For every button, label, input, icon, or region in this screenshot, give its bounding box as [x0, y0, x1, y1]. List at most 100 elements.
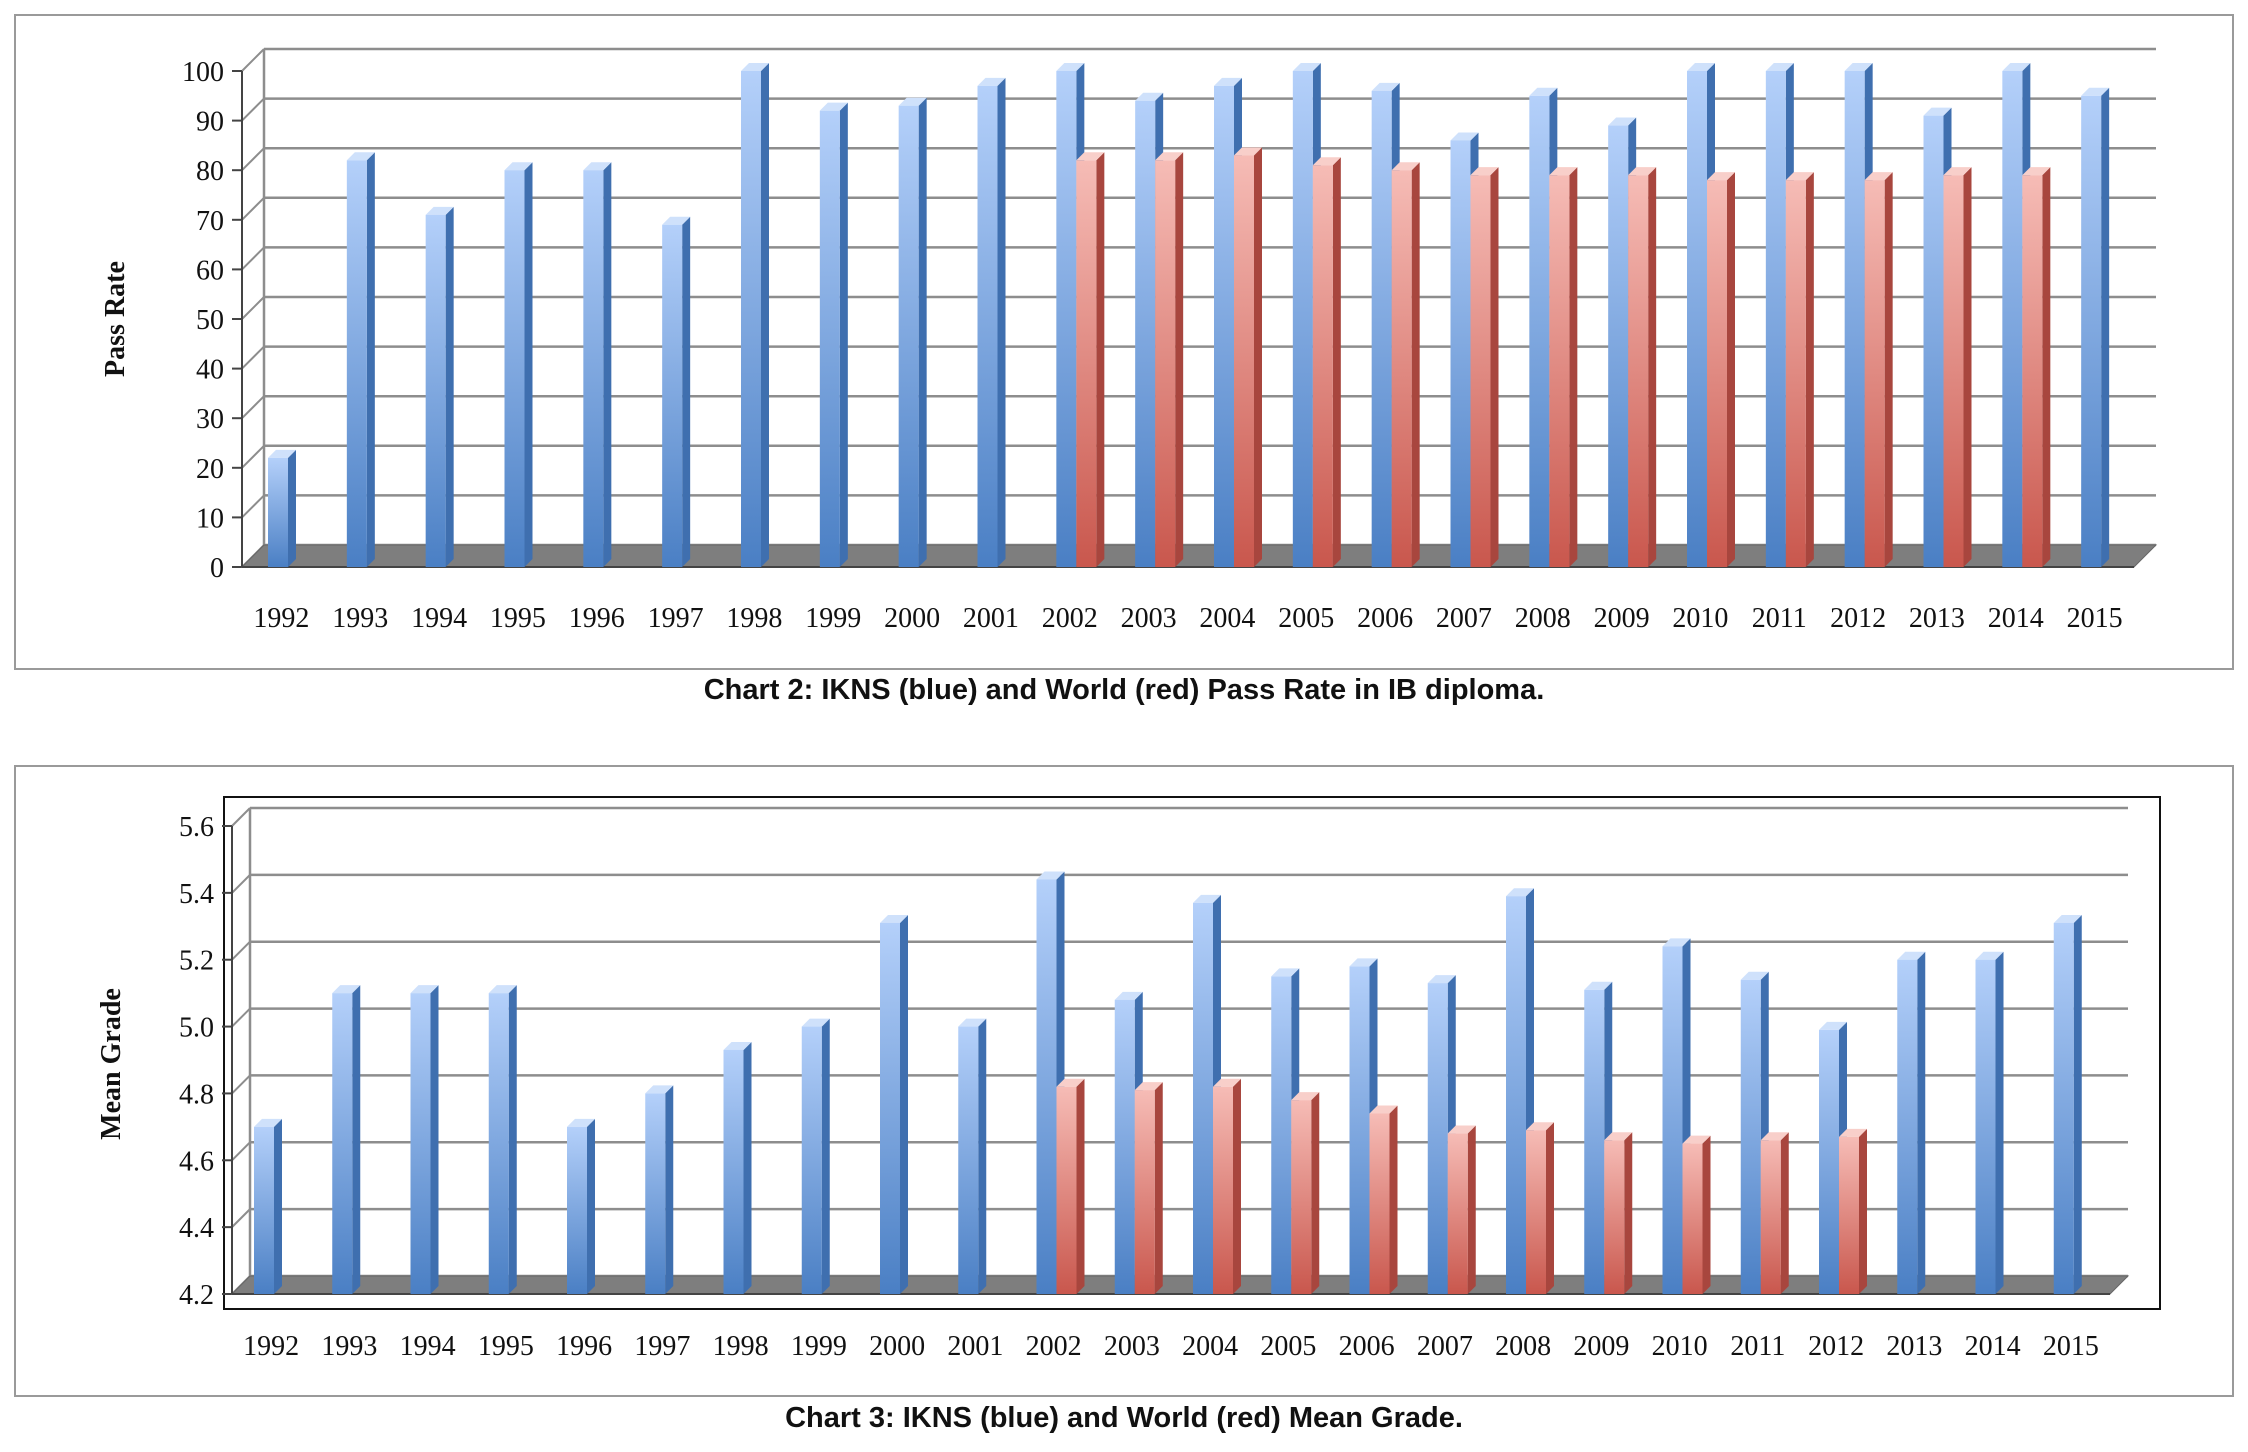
world-bar-side [1389, 1105, 1398, 1294]
x-tick-label: 1998 [713, 1331, 769, 1362]
x-tick-label: 2013 [1886, 1331, 1942, 1362]
y-tick-label: 4.4 [179, 1213, 214, 1244]
x-tick-label: 2015 [2043, 1331, 2099, 1362]
world-bar-front [1213, 1086, 1233, 1294]
ikns-bar-front [1819, 1029, 1839, 1294]
world-bar-2010 [1682, 1135, 1711, 1294]
ikns-bar-top [1529, 87, 1558, 96]
world-bar-front [1785, 180, 1806, 567]
mean-grade-chart-frame: 4.2 4.4 4.6 4.8 5.0 5.2 5.4 5.6 1992 1993 1994 1995… [14, 765, 2234, 1397]
gridline-connector [241, 48, 265, 72]
ikns-bar-front [1056, 71, 1077, 567]
world-bar-top [1076, 152, 1105, 161]
gridline-connector [241, 147, 265, 171]
ikns-bar-top [2002, 63, 2031, 71]
ikns-bar-top [254, 1118, 282, 1127]
ikns-bar-front [1214, 85, 1234, 567]
y-tick-label: 70 [196, 206, 224, 237]
plot-area-border [223, 796, 2161, 1310]
ikns-bar-side [587, 1118, 595, 1294]
world-bar-top [1155, 152, 1184, 161]
ikns-bar-side [997, 77, 1006, 567]
y-tick-label: 4.2 [179, 1280, 214, 1311]
x-tick-label: 2002 [1026, 1331, 1082, 1362]
world-bar-side [1859, 1128, 1867, 1294]
world-bar-2012 [1839, 1128, 1867, 1294]
world-bar-side [1154, 1082, 1163, 1294]
ikns-bar-top [1687, 63, 1715, 71]
world-bar-front [1134, 1090, 1155, 1294]
ikns-bar-top [1584, 981, 1613, 990]
ikns-bar-front [1584, 989, 1605, 1294]
world-bar-top [1213, 1078, 1241, 1087]
ikns-bar-top [645, 1085, 674, 1094]
ikns-bar-side [508, 985, 517, 1294]
ikns-bar-side [1917, 951, 1926, 1294]
ikns-bar-side [2073, 914, 2082, 1294]
ikns-bar-top [1135, 92, 1164, 101]
ikns-bar-front [1193, 902, 1213, 1294]
gridline-connector [241, 246, 265, 271]
ikns-bar-side [603, 162, 612, 567]
world-bar-top [1056, 1078, 1085, 1087]
x-tick-label: 2005 [1278, 603, 1334, 634]
y-tick-label: 5.4 [179, 879, 214, 910]
world-bar-side [1624, 1132, 1633, 1294]
ikns-bar-front [1135, 100, 1156, 567]
ikns-bar-top [1844, 63, 1873, 71]
world-bar-2007 [1447, 1125, 1476, 1294]
ikns-bar-top [268, 449, 296, 458]
world-bar-side [1963, 167, 1972, 567]
ikns-bar-front [1740, 979, 1761, 1294]
y-tick-label: 60 [196, 255, 224, 286]
ikns-bar-front [2053, 922, 2074, 1294]
world-bar-top [1369, 1105, 1398, 1114]
ikns-bar-front [1529, 95, 1550, 568]
gridline-connector [231, 874, 251, 894]
ikns-bar-1995 [488, 985, 517, 1294]
world-bar-front [1291, 1100, 1312, 1294]
ikns-bar-1999 [819, 102, 848, 568]
x-tick-label: 2006 [1357, 603, 1413, 634]
ikns-bar-top [977, 77, 1006, 86]
ikns-bar-side [743, 1041, 752, 1294]
ikns-bar-top [1292, 63, 1321, 71]
ikns-bar-1992 [268, 449, 296, 567]
world-bar-front [1549, 175, 1570, 567]
ikns-bar-top [1427, 975, 1456, 984]
ikns-bar-front [1687, 71, 1707, 567]
pass-rate-chart-frame: 0 10 20 30 40 50 60 70 80 90 100 1992 1993 1994 1995 19… [14, 14, 2234, 670]
world-bar-side [1780, 1132, 1789, 1294]
world-bar-front [1312, 165, 1333, 568]
ikns-bar-2000 [880, 914, 908, 1294]
gridline-connector [231, 807, 251, 827]
ikns-bar-1992 [254, 1118, 282, 1294]
ikns-bar-front [2002, 71, 2023, 567]
world-bar-top [1549, 167, 1578, 176]
x-tick-label: 1996 [569, 603, 625, 634]
y-tick-label: 100 [182, 57, 224, 88]
ikns-bar-top [1193, 894, 1221, 903]
ikns-bar-front [332, 993, 353, 1294]
x-tick-label: 2008 [1495, 1331, 1551, 1362]
world-bar-side [1411, 162, 1420, 567]
ikns-bar-top [1897, 951, 1926, 960]
ikns-bar-front [1897, 959, 1918, 1294]
ikns-bar-side [274, 1118, 282, 1294]
gridline-connector [241, 494, 265, 519]
ikns-bar-top [898, 97, 927, 106]
x-tick-label: 2007 [1436, 603, 1492, 634]
ikns-bar-top [504, 162, 533, 171]
world-bar-top [1447, 1125, 1476, 1134]
ikns-bar-front [410, 993, 431, 1294]
world-bar-top [1312, 157, 1341, 166]
ikns-bar-top [410, 985, 439, 994]
x-tick-label: 2011 [1752, 603, 1807, 634]
world-bar-side [1332, 157, 1341, 568]
x-tick-label: 2000 [884, 603, 940, 634]
ikns-bar-front [1349, 966, 1370, 1294]
y-axis-title: Mean Grade [96, 988, 127, 1140]
ikns-bar-top [880, 914, 908, 923]
ikns-bar-front [819, 110, 840, 568]
world-bar-front [1447, 1133, 1468, 1294]
